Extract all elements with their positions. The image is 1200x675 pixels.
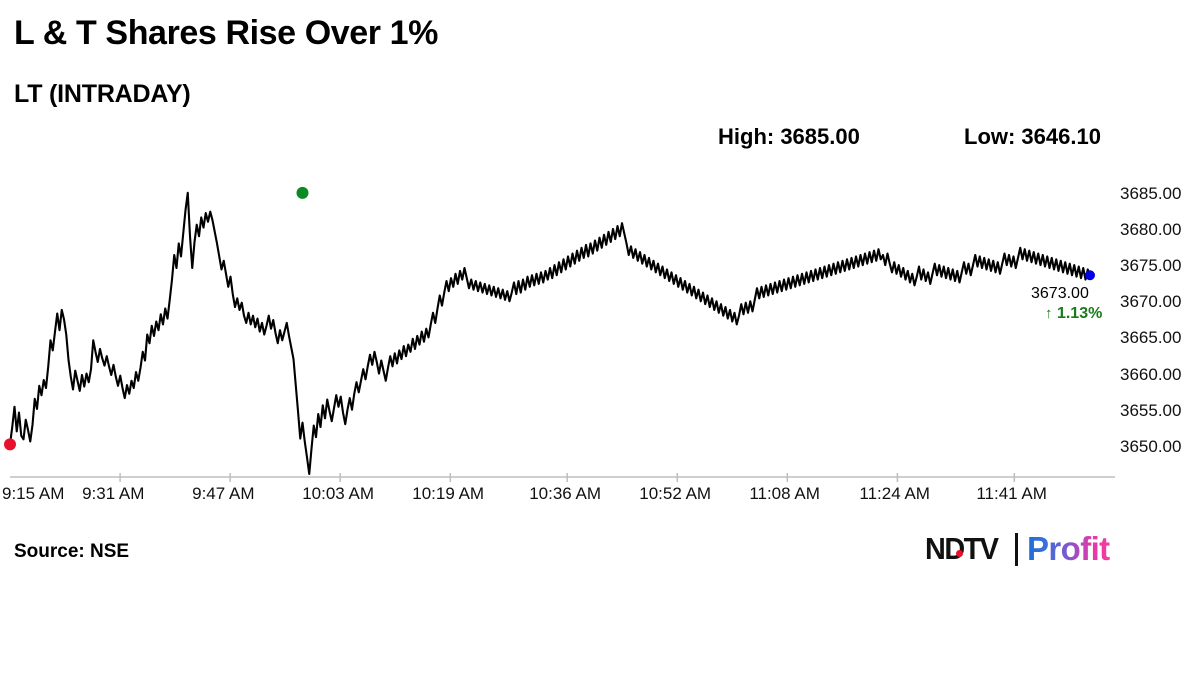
y-axis-tick-label: 3655.00 [1120,400,1182,420]
y-axis-tick-label: 3685.00 [1120,183,1182,203]
x-axis-tick-label: 10:19 AM [412,484,485,503]
axis-group [10,473,1115,482]
x-axis-tick-label: 9:15 AM [2,484,65,503]
up-arrow-icon: ↑ [1045,305,1053,322]
y-axis-tick-label: 3660.00 [1120,364,1182,384]
price-line [8,191,1092,476]
y-axis-tick-label: 3670.00 [1120,292,1182,312]
ndtv-red-dot-icon [956,550,963,557]
y-axis-tick-label: 3680.00 [1120,219,1182,239]
y-axis-tick-label: 3675.00 [1120,256,1182,276]
price-markers [4,186,1095,451]
page-title: L & T Shares Rise Over 1% [14,14,439,52]
ndtv-wordmark: NDTV [925,531,999,566]
high-marker-dot [296,186,309,199]
ndtv-profit-logo: NDTV Profit [925,529,1110,569]
chart-subtitle: LT (INTRADAY) [14,80,191,108]
price-line-svg [4,186,1115,482]
logo-divider [1015,532,1018,566]
high-low-stats: High: 3685.00 Low: 3646.10 [700,120,1160,154]
last-price-label: 3673.00 [1031,285,1089,302]
x-axis-tick-label: 11:08 AM [749,484,820,503]
change-percent-value: 1.13% [1056,305,1103,322]
intraday-chart [0,160,1200,490]
x-axis-tick-label: 10:52 AM [639,484,712,503]
y-axis-tick-label: 3665.00 [1120,328,1182,348]
session-high-label: High: 3685.00 [718,124,860,149]
open-marker-dot [4,438,16,451]
change-percent-label: ↑ 1.13% [1045,305,1102,323]
source-label: Source: NSE [14,541,130,562]
y-axis-tick-label: 3650.00 [1120,436,1182,456]
x-axis-tick-label: 11:24 AM [859,484,930,503]
session-low-label: Low: 3646.10 [964,124,1101,149]
x-axis-tick-label: 11:41 AM [976,484,1047,503]
profit-wordmark: Profit [1027,530,1110,567]
last-marker-dot [1085,270,1095,281]
x-axis-tick-label: 10:36 AM [529,484,602,503]
x-axis-ticks [119,473,1016,482]
x-axis-tick-label: 9:31 AM [82,484,145,503]
x-axis-tick-label: 10:03 AM [302,484,375,503]
x-axis-tick-label: 9:47 AM [192,484,255,503]
